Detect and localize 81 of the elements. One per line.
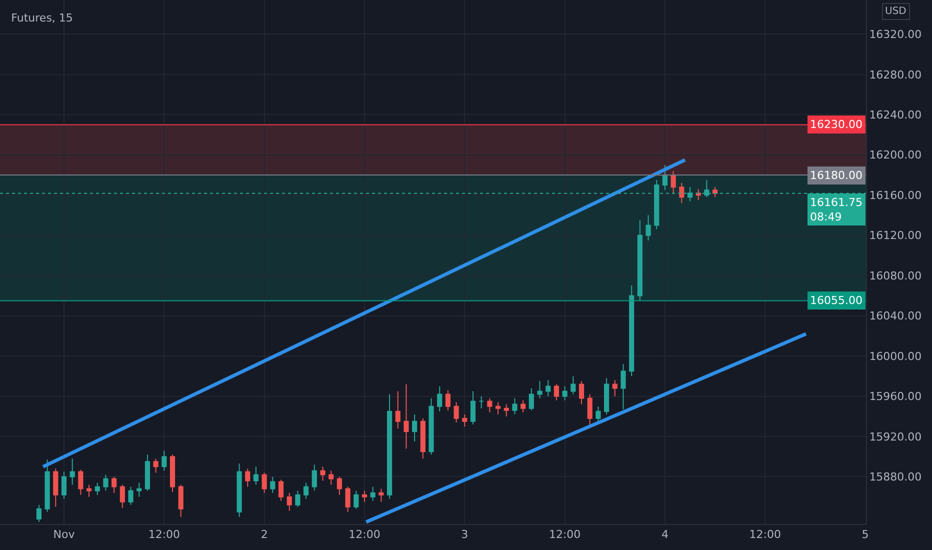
candlestick	[504, 404, 509, 417]
ref-line-label: 16230.00	[810, 118, 862, 131]
ref-line-label: 16055.00	[810, 294, 862, 307]
ref-line-label: 16180.00	[810, 169, 862, 182]
candlestick	[662, 164, 668, 191]
y-tick-label: 16160.00	[869, 188, 922, 202]
candlestick	[520, 400, 526, 413]
candlestick	[404, 384, 409, 450]
candlestick	[295, 490, 300, 508]
x-tick-label: 12:00	[348, 528, 380, 542]
candlestick	[470, 390, 476, 425]
x-tick-label: Nov	[53, 528, 76, 542]
x-tick-label: 3	[461, 528, 468, 542]
candlestick	[437, 386, 442, 412]
candlestick	[420, 418, 426, 460]
candlestick	[512, 398, 518, 415]
candlestick	[620, 364, 626, 410]
candlestick	[478, 396, 484, 409]
y-tick-label: 16080.00	[869, 269, 922, 282]
y-tick-label: 16120.00	[869, 229, 922, 242]
candlestick	[370, 486, 376, 502]
candlestick	[487, 398, 492, 413]
candlestick	[304, 482, 309, 500]
candlestick	[253, 466, 259, 486]
candlestick	[546, 380, 551, 397]
y-axis-title: USD	[885, 6, 907, 17]
candlestick	[286, 492, 292, 512]
y-tick-label: 16240.00	[869, 108, 922, 122]
candlestick	[679, 182, 684, 204]
candlestick	[528, 388, 534, 411]
candlestick	[345, 486, 350, 512]
y-tick-label: 15960.00	[869, 390, 922, 404]
x-tick-label: 4	[661, 528, 668, 542]
y-tick-label: 16200.00	[869, 148, 922, 162]
candlestick	[454, 402, 459, 423]
x-tick-label: 5	[862, 528, 869, 542]
candlestick	[578, 380, 584, 405]
ref-line-label: 16161.75 08:49	[810, 196, 862, 224]
candlestick	[570, 376, 576, 395]
candlestick	[612, 380, 618, 397]
candlestick	[354, 490, 359, 510]
candlestick	[262, 472, 267, 494]
candlestick	[604, 378, 610, 415]
candlestick	[587, 394, 592, 427]
candlestick	[637, 220, 642, 302]
candlestick	[245, 468, 250, 488]
candlestick	[378, 488, 384, 502]
candlestick	[562, 386, 568, 401]
candlestick	[328, 470, 334, 486]
y-tick-label: 16320.00	[869, 28, 922, 42]
candlestick	[554, 384, 560, 401]
candlestick	[270, 476, 276, 494]
candlestick	[312, 464, 317, 492]
y-tick-label: 15880.00	[869, 470, 922, 484]
candlestick	[428, 398, 434, 456]
candlestick	[362, 490, 368, 502]
candlestick	[462, 414, 468, 427]
x-tick-label: 2	[260, 528, 268, 542]
candlestick	[670, 170, 676, 194]
candlestick	[386, 394, 392, 500]
candlestick	[596, 406, 601, 423]
candlestick	[712, 186, 718, 198]
y-tick-label: 15920.00	[869, 430, 922, 444]
candlestick	[236, 463, 242, 518]
candlestick	[278, 479, 284, 502]
candlestick	[395, 390, 400, 429]
candlestick	[445, 390, 450, 411]
candlestick	[495, 402, 501, 415]
y-tick-label: 16040.00	[869, 310, 922, 323]
y-tick-label: 16000.00	[869, 350, 922, 363]
x-tick-label: 12:00	[548, 528, 581, 542]
candlestick	[646, 214, 651, 241]
x-tick-label: 12:00	[148, 528, 180, 542]
text: Futures, 15	[11, 11, 73, 24]
candlestick	[537, 380, 542, 399]
candlestick	[336, 476, 342, 496]
y-tick-label: 16280.00	[869, 68, 922, 82]
candlestick	[629, 285, 634, 377]
x-tick-label: 12:00	[749, 528, 781, 542]
candlestick	[320, 466, 326, 482]
candlestick	[412, 414, 418, 442]
